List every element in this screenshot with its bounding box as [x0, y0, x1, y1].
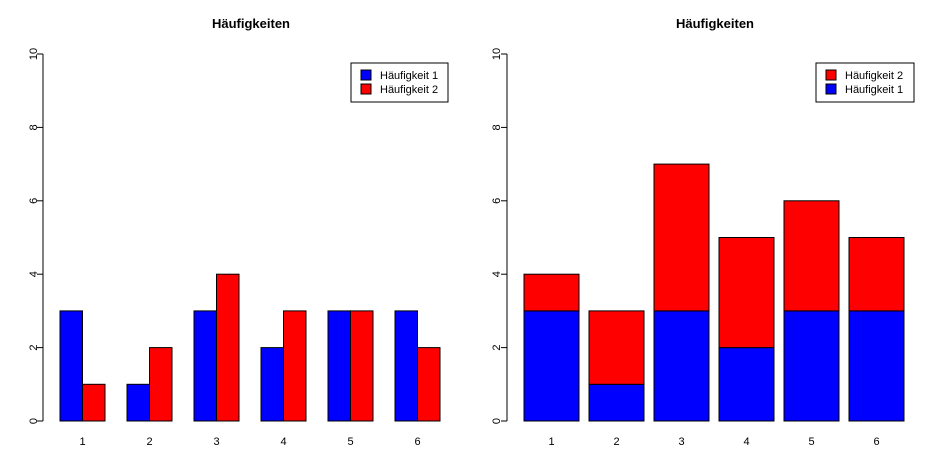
y-tick-label: 6 [491, 198, 503, 204]
bar-segment [523, 273, 580, 312]
bar [327, 310, 351, 422]
legend-swatch [360, 69, 372, 81]
bar-segment [523, 310, 580, 422]
bar [260, 347, 284, 422]
y-tick-label: 0 [28, 418, 40, 424]
legend: Häufigkeit 1 Häufigkeit 2 [350, 62, 449, 103]
bar [149, 347, 173, 422]
y-tick-label: 4 [28, 271, 40, 277]
legend-swatch [360, 83, 372, 95]
bar-segment [848, 310, 905, 422]
x-tick-label: 6 [873, 436, 879, 448]
y-tick-label: 4 [491, 271, 503, 277]
bar [283, 310, 307, 422]
bar-segment [718, 237, 775, 349]
x-tick-label: 2 [146, 436, 152, 448]
x-tick-label: 3 [213, 436, 219, 448]
legend-label: Häufigkeit 1 [380, 70, 438, 82]
bar [59, 310, 83, 422]
bar-segment [588, 310, 645, 385]
y-tick-label: 10 [491, 48, 503, 60]
x-tick-label: 5 [808, 436, 814, 448]
bar [394, 310, 418, 422]
chart-title: Häufigkeiten [676, 16, 754, 31]
legend-label: Häufigkeit 2 [845, 70, 903, 82]
x-tick-label: 5 [347, 436, 353, 448]
bar [193, 310, 217, 422]
legend-box [350, 62, 449, 103]
bar-segment [653, 310, 710, 422]
bar [417, 347, 441, 422]
bar [216, 273, 240, 422]
legend-label: Häufigkeit 2 [380, 84, 438, 96]
y-tick-label: 10 [28, 48, 40, 60]
x-tick-label: 1 [548, 436, 554, 448]
x-tick-label: 4 [280, 436, 286, 448]
x-tick-label: 6 [414, 436, 420, 448]
bar-segment [588, 383, 645, 422]
x-tick-label: 3 [678, 436, 684, 448]
x-tick-label: 1 [79, 436, 85, 448]
legend-swatch [825, 69, 837, 81]
chart-title: Häufigkeiten [212, 16, 290, 31]
bar-segment [783, 310, 840, 422]
y-tick-label: 2 [491, 345, 503, 351]
y-tick-label: 0 [491, 418, 503, 424]
bar-segment [718, 347, 775, 422]
y-tick-label: 8 [491, 124, 503, 130]
bar [82, 383, 106, 422]
bar [126, 383, 150, 422]
bar-segment [783, 200, 840, 312]
bar [350, 310, 374, 422]
x-tick-label: 4 [743, 436, 749, 448]
y-tick-label: 2 [28, 345, 40, 351]
legend-box [815, 62, 915, 103]
y-tick-label: 6 [28, 198, 40, 204]
legend: Häufigkeit 2 Häufigkeit 1 [815, 62, 915, 103]
bar-segment [848, 237, 905, 312]
y-tick-label: 8 [28, 124, 40, 130]
x-tick-label: 2 [613, 436, 619, 448]
legend-label: Häufigkeit 1 [845, 84, 903, 96]
legend-swatch [825, 83, 837, 95]
bar-segment [653, 163, 710, 312]
